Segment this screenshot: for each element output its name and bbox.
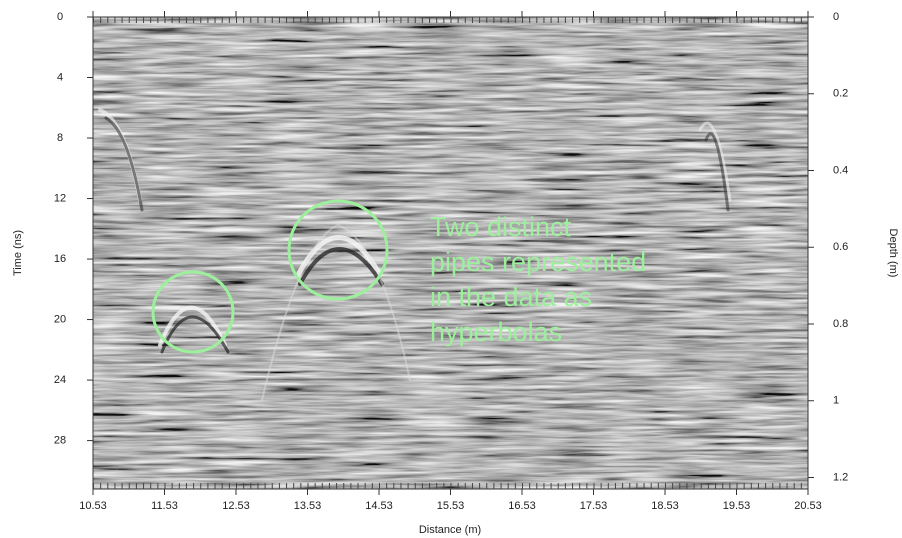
y-tick-label: 12	[54, 192, 66, 204]
y-tick-label: 28	[54, 434, 66, 446]
minor-ticks	[93, 17, 808, 489]
radargram-image	[93, 17, 808, 489]
x-tick-label: 11.53	[151, 500, 178, 512]
x-tick-label: 10.53	[79, 500, 107, 512]
y-tick-label: 24	[54, 374, 66, 386]
y-tick-label: 0	[57, 11, 63, 23]
x-tick-label: 18.53	[651, 500, 679, 512]
pipe-circle	[287, 199, 389, 301]
x-tick-label: 17.53	[580, 500, 608, 512]
image-texture	[93, 17, 808, 489]
y2-tick-label: 0	[833, 11, 839, 23]
y2-tick-label: 1.2	[833, 471, 848, 483]
x-axis-label: Distance (m)	[419, 524, 481, 536]
x-tick-label: 15.53	[437, 500, 465, 512]
y2-tick-label: 0.8	[833, 318, 848, 330]
x-tick-label: 13.53	[294, 500, 322, 512]
annotation-line: hyperbolas	[430, 317, 562, 347]
y2-axis-label: Depth (m)	[887, 229, 899, 278]
y2-tick-label: 0.6	[833, 241, 848, 253]
y-tick-label: 20	[54, 313, 66, 325]
x-tick-label: 19.53	[723, 500, 751, 512]
y-tick-label: 8	[57, 132, 63, 144]
annotation-line: Two distinct	[430, 212, 572, 242]
y-tick-label: 16	[54, 253, 66, 265]
x-tick-label: 14.53	[365, 500, 393, 512]
y2-tick-label: 0.2	[833, 88, 848, 100]
y2-tick-label: 1	[833, 395, 839, 407]
pipe-circle	[151, 270, 235, 354]
x-tick-label: 12.53	[222, 500, 250, 512]
x-tick-label: 16.53	[508, 500, 536, 512]
hyperbola-traces	[98, 108, 732, 401]
y-tick-label: 4	[57, 71, 63, 83]
annotation-line: in the data as	[430, 282, 592, 312]
x-tick-label: 20.53	[794, 500, 822, 512]
y2-tick-label: 0.4	[833, 164, 848, 176]
y-axis-label: Time (ns)	[12, 230, 24, 276]
annotation-line: pipes represented	[430, 247, 646, 277]
